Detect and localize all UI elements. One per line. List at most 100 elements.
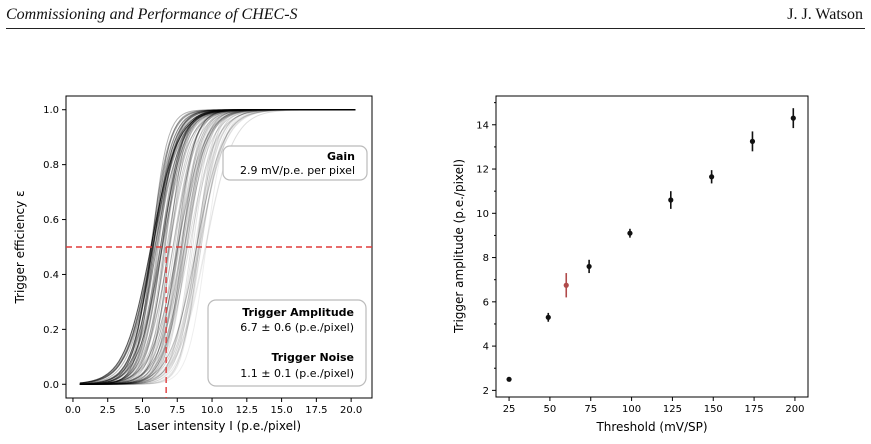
noise-title: Trigger Noise bbox=[272, 351, 355, 364]
efficiency-curve bbox=[79, 109, 356, 385]
efficiency-curve bbox=[79, 109, 356, 385]
efficiency-curve bbox=[79, 109, 356, 385]
right-x-axis-label: Threshold (mV/SP) bbox=[595, 420, 707, 434]
efficiency-curve bbox=[79, 109, 356, 385]
y-tick-label: 0.2 bbox=[43, 325, 59, 336]
y-tick-label: 12 bbox=[476, 165, 489, 176]
efficiency-curve bbox=[79, 109, 356, 385]
efficiency-curve bbox=[79, 109, 356, 385]
efficiency-curve bbox=[79, 109, 356, 385]
x-tick-label: 5.0 bbox=[135, 405, 151, 416]
gain-box bbox=[222, 145, 368, 181]
efficiency-curve bbox=[79, 109, 356, 385]
right-chart: 25 50 75 100 125 150 175 200 2 4 6 8 10 12 14 Thresho… bbox=[452, 95, 809, 434]
efficiency-curve bbox=[79, 109, 356, 385]
x-tick-label: 75 bbox=[584, 404, 597, 415]
efficiency-curve bbox=[79, 109, 356, 385]
efficiency-curve bbox=[79, 109, 356, 385]
left-reference-lines bbox=[66, 246, 372, 398]
efficiency-curve bbox=[79, 109, 356, 385]
efficiency-curve bbox=[79, 109, 356, 385]
efficiency-curve bbox=[79, 109, 356, 385]
x-tick-label: 10.0 bbox=[201, 405, 223, 416]
efficiency-curve bbox=[79, 109, 356, 385]
amp-value: 6.7 ± 0.6 (p.e./pixel) bbox=[240, 321, 354, 334]
efficiency-curve bbox=[79, 109, 356, 385]
efficiency-curve bbox=[79, 109, 356, 385]
efficiency-curve bbox=[79, 109, 356, 385]
efficiency-curve bbox=[79, 109, 356, 385]
efficiency-curve bbox=[79, 109, 356, 384]
efficiency-curve bbox=[79, 109, 356, 385]
trigger-stats-box bbox=[207, 299, 367, 387]
efficiency-curve bbox=[79, 109, 356, 385]
right-points bbox=[506, 108, 796, 382]
y-tick-label: 0.6 bbox=[43, 215, 59, 226]
paper-author: J. J. Watson bbox=[787, 6, 863, 23]
efficiency-curve bbox=[79, 109, 356, 385]
efficiency-curve bbox=[79, 109, 356, 385]
efficiency-curve bbox=[79, 109, 356, 384]
efficiency-curve bbox=[79, 109, 356, 385]
efficiency-curve bbox=[79, 109, 356, 384]
efficiency-curve bbox=[79, 109, 356, 385]
efficiency-curve bbox=[79, 109, 356, 385]
efficiency-curve bbox=[79, 109, 356, 385]
efficiency-curve bbox=[79, 109, 356, 385]
efficiency-curve bbox=[79, 109, 356, 385]
data-point bbox=[790, 115, 796, 121]
efficiency-curve bbox=[79, 109, 356, 385]
efficiency-curve bbox=[79, 109, 356, 385]
noise-value: 1.1 ± 0.1 (p.e./pixel) bbox=[240, 367, 354, 380]
efficiency-curve bbox=[79, 109, 356, 385]
efficiency-curve bbox=[79, 109, 356, 385]
efficiency-curve bbox=[79, 109, 356, 385]
efficiency-curve bbox=[79, 109, 356, 385]
efficiency-curve bbox=[79, 109, 356, 384]
efficiency-curve bbox=[79, 109, 356, 385]
efficiency-curve bbox=[79, 109, 356, 385]
efficiency-curve bbox=[79, 109, 356, 385]
efficiency-curve bbox=[79, 109, 356, 385]
efficiency-curve bbox=[79, 109, 356, 385]
data-point bbox=[709, 174, 715, 180]
efficiency-curve bbox=[79, 109, 356, 385]
efficiency-curve bbox=[79, 109, 356, 385]
efficiency-curve bbox=[79, 109, 356, 385]
efficiency-curve bbox=[79, 109, 356, 385]
efficiency-curve bbox=[79, 109, 356, 385]
efficiency-curve bbox=[79, 109, 356, 384]
right-plot-frame bbox=[495, 95, 809, 398]
efficiency-curve bbox=[79, 109, 356, 385]
efficiency-curve bbox=[79, 109, 356, 385]
y-tick-label: 6 bbox=[483, 297, 489, 308]
efficiency-curve bbox=[79, 109, 356, 385]
x-tick-label: 175 bbox=[745, 404, 764, 415]
efficiency-curve bbox=[79, 109, 356, 385]
x-tick-label: 200 bbox=[785, 404, 804, 415]
efficiency-curve bbox=[79, 109, 356, 385]
x-tick-label: 150 bbox=[704, 404, 723, 415]
efficiency-curve bbox=[79, 109, 356, 385]
y-tick-label: 8 bbox=[483, 253, 489, 264]
efficiency-curve bbox=[79, 109, 356, 385]
efficiency-curve bbox=[79, 109, 356, 385]
efficiency-curve bbox=[79, 109, 356, 385]
y-tick-label: 2 bbox=[483, 386, 489, 397]
efficiency-curve bbox=[79, 109, 356, 385]
data-point bbox=[586, 263, 592, 270]
efficiency-curve bbox=[79, 109, 356, 385]
data-point bbox=[627, 230, 633, 236]
efficiency-curve bbox=[79, 109, 356, 385]
data-point bbox=[668, 197, 674, 203]
efficiency-curve bbox=[79, 109, 356, 385]
x-tick-label: 20.0 bbox=[340, 405, 362, 416]
x-tick-label: 15.0 bbox=[270, 405, 292, 416]
efficiency-curve bbox=[79, 109, 356, 385]
efficiency-curve bbox=[79, 109, 356, 385]
efficiency-curve bbox=[79, 109, 356, 385]
x-tick-label: 25 bbox=[503, 404, 516, 415]
x-tick-label: 12.5 bbox=[236, 405, 258, 416]
x-tick-label: 100 bbox=[622, 404, 641, 415]
